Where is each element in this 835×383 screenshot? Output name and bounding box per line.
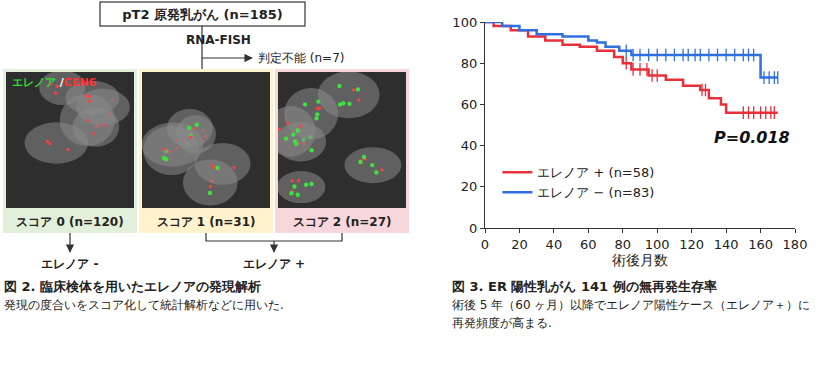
- svg-text:判定不能 (n=7): 判定不能 (n=7): [258, 51, 344, 65]
- svg-text:エレノア /CEN6: エレノア /CEN6: [12, 76, 97, 89]
- svg-text:60: 60: [580, 237, 597, 252]
- svg-text:エレノア +: エレノア +: [243, 257, 305, 271]
- html-text:発現の度合いをスコア化して統計解析などに用いた.: 発現の度合いをスコア化して統計解析などに用いた.: [4, 298, 284, 312]
- svg-text:エレノア + (n=58): エレノア + (n=58): [537, 165, 654, 180]
- html-text:術後 5 年（60 ヶ月）以降でエレノア陽性ケース（エレノア: 術後 5 年（60 ヶ月）以降でエレノア陽性ケース（エレノア＋）に再発頻度が高ま…: [452, 298, 811, 330]
- svg-text:スコア 1 (n=31): スコア 1 (n=31): [157, 215, 256, 229]
- svg-text:180: 180: [783, 237, 808, 252]
- svg-text:エレノア -: エレノア -: [41, 257, 98, 271]
- html-text:図 2. 臨床検体を用いたエレノアの発現解析: 図 2. 臨床検体を用いたエレノアの発現解析: [4, 279, 261, 294]
- svg-text:P=0.018: P=0.018: [714, 128, 790, 147]
- svg-text:20: 20: [461, 179, 478, 194]
- svg-text:40: 40: [461, 138, 478, 153]
- svg-text:80: 80: [615, 237, 632, 252]
- svg-text:100: 100: [645, 237, 670, 252]
- svg-text:スコア 2 (n=27): スコア 2 (n=27): [293, 215, 392, 229]
- svg-text:100: 100: [452, 15, 477, 30]
- svg-text:RNA-FISH: RNA-FISH: [186, 33, 251, 47]
- svg-text:160: 160: [748, 237, 773, 252]
- svg-text:120: 120: [679, 237, 704, 252]
- svg-text:エレノア − (n=83): エレノア − (n=83): [537, 185, 654, 200]
- html-text:図 3. ER 陽性乳がん 141 例の無再発生存率: 図 3. ER 陽性乳がん 141 例の無再発生存率: [452, 279, 717, 294]
- svg-text:20: 20: [511, 237, 528, 252]
- svg-text:pT2 原発乳がん (n=185): pT2 原発乳がん (n=185): [122, 7, 282, 22]
- svg-text:0: 0: [481, 237, 489, 252]
- svg-text:60: 60: [461, 97, 478, 112]
- svg-text:40: 40: [546, 237, 563, 252]
- svg-text:80: 80: [461, 56, 478, 71]
- svg-text:術後月数: 術後月数: [612, 252, 668, 268]
- svg-text:0: 0: [469, 221, 477, 236]
- svg-text:スコア 0 (n=120): スコア 0 (n=120): [16, 215, 123, 229]
- svg-text:140: 140: [714, 237, 739, 252]
